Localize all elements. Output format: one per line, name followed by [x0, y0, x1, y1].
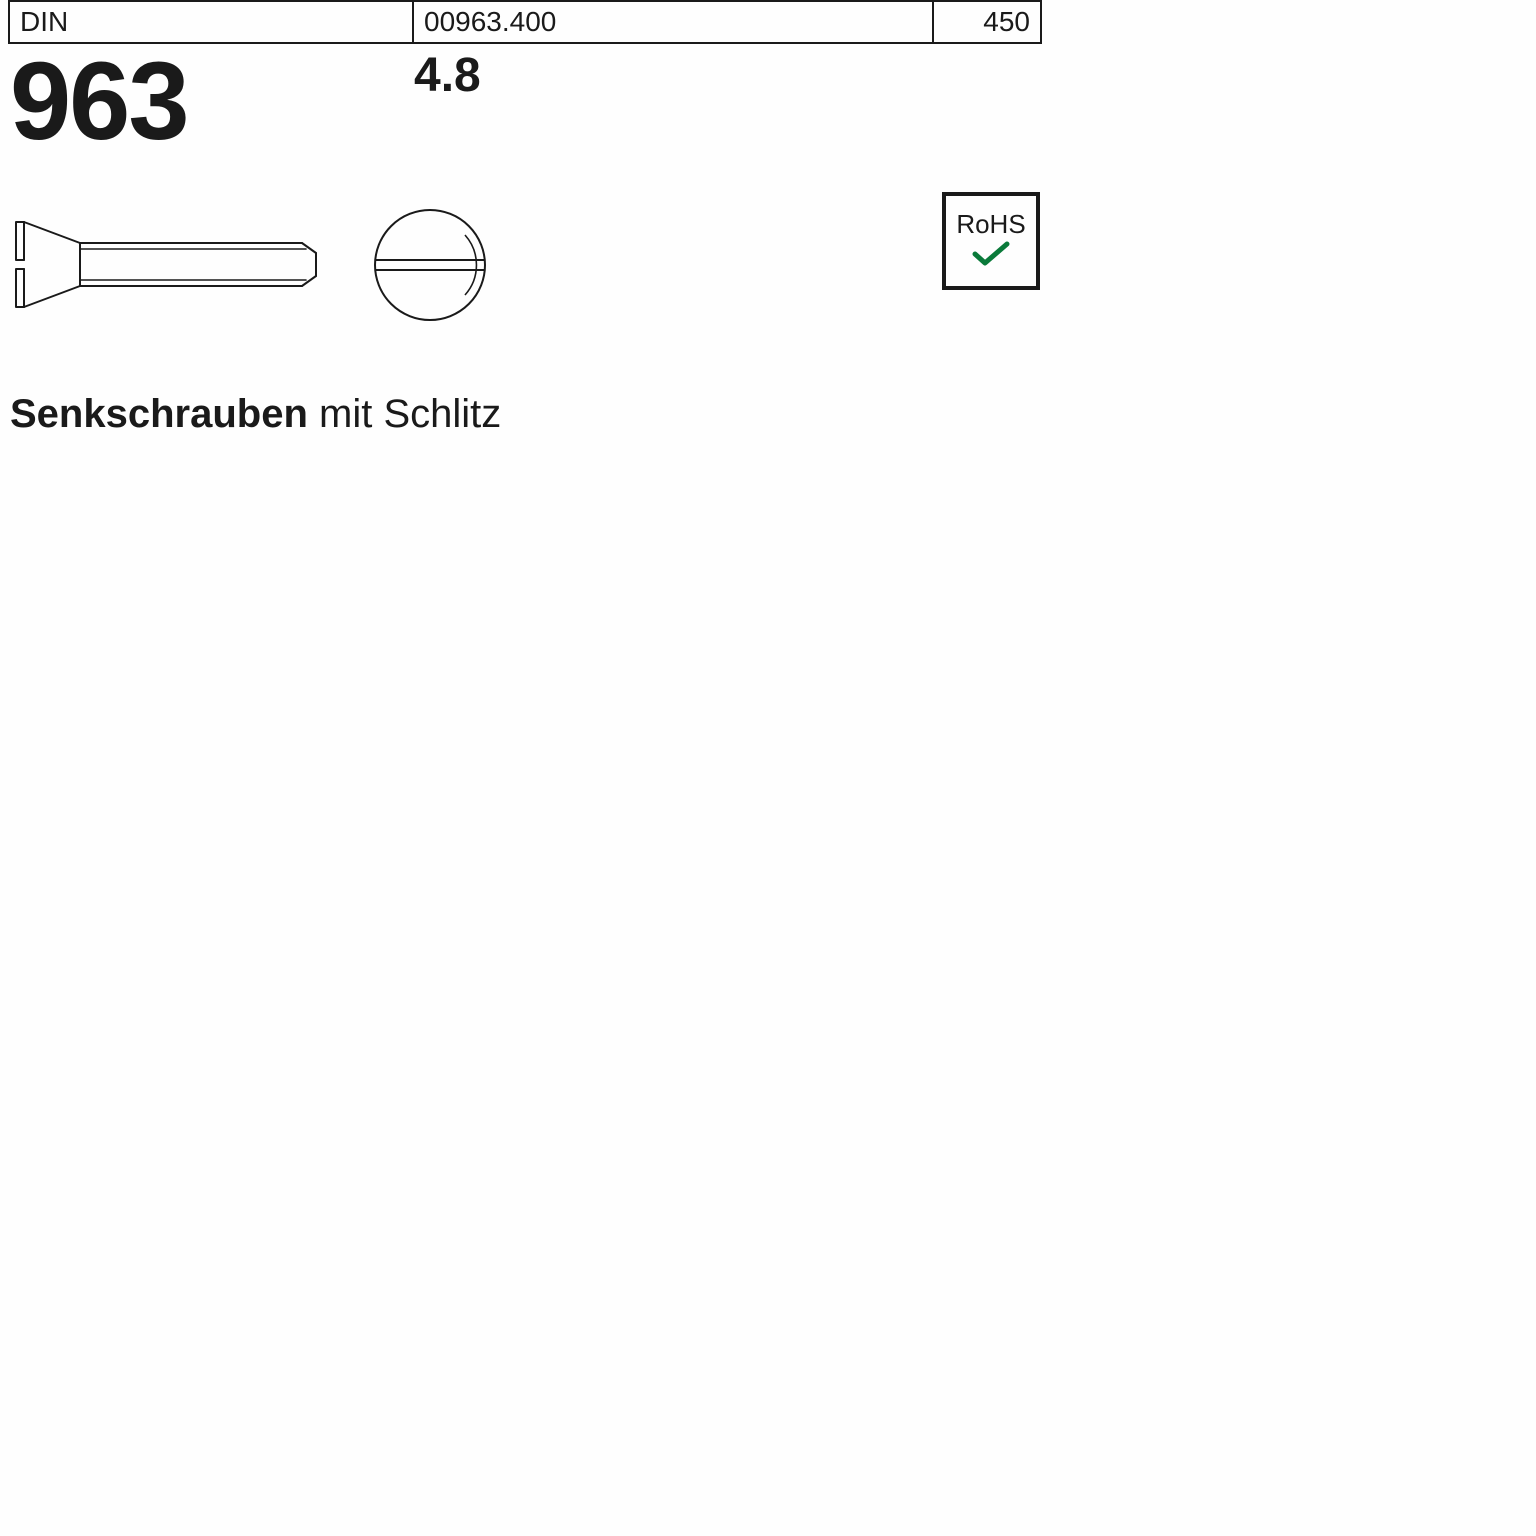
strength-grade: 4.8 — [414, 48, 481, 103]
product-description: Senkschrauben mit Schlitz — [10, 392, 501, 437]
check-icon — [971, 241, 1011, 272]
description-regular: mit Schlitz — [319, 392, 501, 436]
standard-number: 963 — [10, 38, 188, 165]
header-code-right: 450 — [934, 2, 1040, 42]
technical-drawing — [10, 190, 530, 340]
description-bold: Senkschrauben — [10, 392, 319, 436]
header-standard-label: DIN — [10, 2, 414, 42]
content-panel: DIN 00963.400 450 963 4.8 — [0, 0, 1050, 480]
rohs-label: RoHS — [956, 211, 1025, 237]
rohs-badge: RoHS — [942, 192, 1040, 290]
page: DIN 00963.400 450 963 4.8 — [0, 0, 1536, 1536]
header-article-code: 00963.400 — [414, 2, 934, 42]
